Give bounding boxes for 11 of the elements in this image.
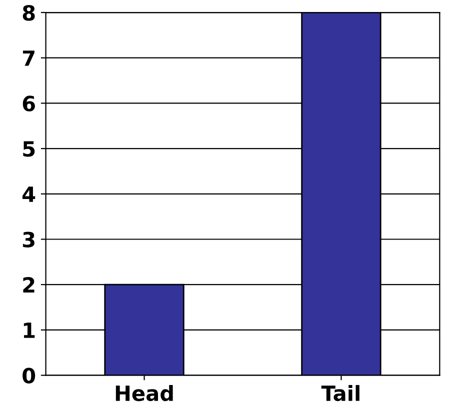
x-tick-label: Head <box>116 385 173 402</box>
x-tick-label: Tail <box>321 385 360 402</box>
y-tick-label: 8 <box>22 4 35 21</box>
y-tick-label: 0 <box>22 368 36 384</box>
y-tick-label: 6 <box>22 96 35 112</box>
y-tick-label: 7 <box>22 50 34 66</box>
y-tick-label: 5 <box>23 141 35 157</box>
y-tick-label: 1 <box>24 322 35 338</box>
y-tick-label: 4 <box>22 186 36 202</box>
y-tick-label: 3 <box>22 232 34 248</box>
y-tick-label: 2 <box>23 277 34 293</box>
